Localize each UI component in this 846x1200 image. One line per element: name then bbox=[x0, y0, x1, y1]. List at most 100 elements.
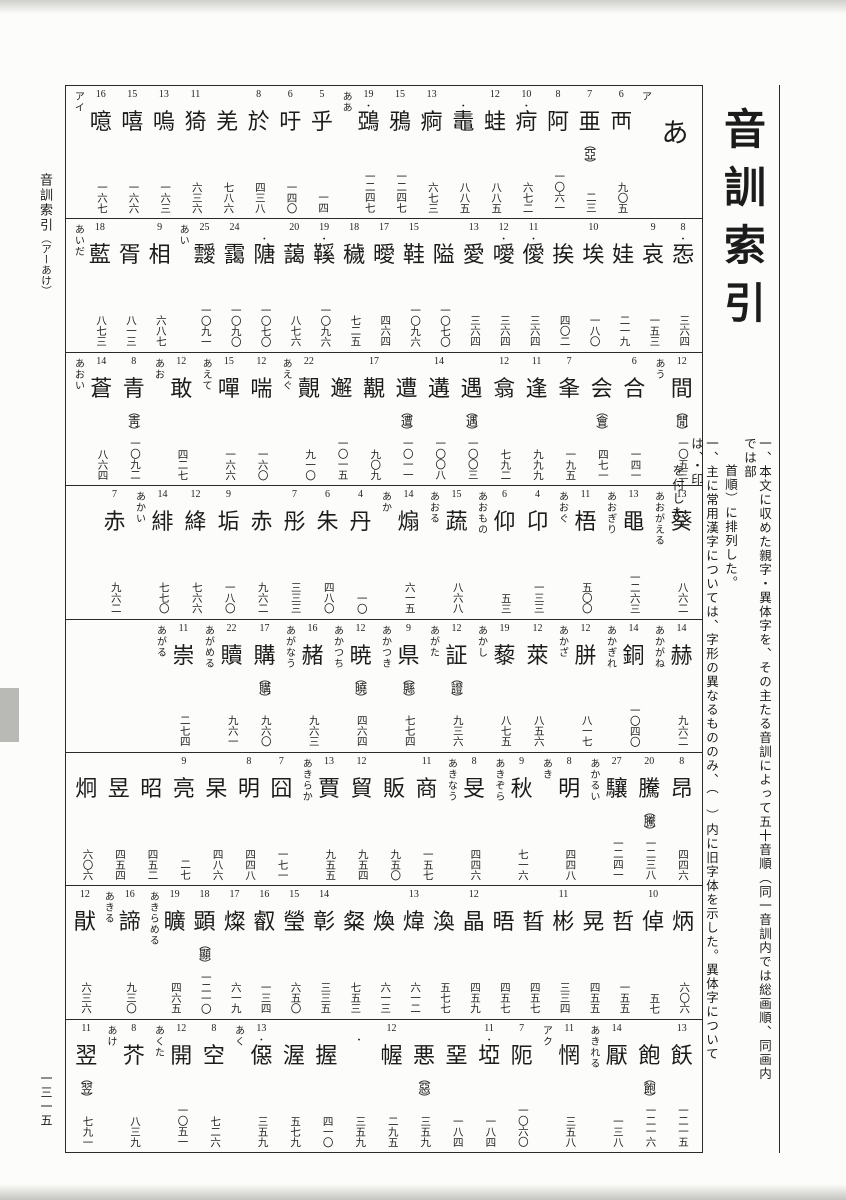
reading-label: アイ bbox=[70, 86, 85, 218]
stroke-count: 8 bbox=[680, 222, 686, 234]
index-entry: 粲七五三 bbox=[339, 886, 369, 1018]
index-entry: 7 彤三三三 bbox=[278, 486, 311, 618]
index-entry: 8 阿一〇六一 bbox=[542, 86, 574, 218]
index-entry: 12 胼八一七 bbox=[569, 620, 602, 752]
entry-kanji: 葵 bbox=[670, 509, 693, 535]
entry-page: 六〇六 bbox=[81, 848, 93, 881]
entry-page: 一四 bbox=[317, 192, 329, 214]
page-title: 音訓索引 bbox=[717, 107, 764, 339]
index-entry: 邂一〇一五 bbox=[325, 353, 358, 485]
reading-text: あえぐ bbox=[280, 357, 292, 391]
index-entry: 12 敢四二七 bbox=[165, 353, 198, 485]
index-entry: 9 相六八七 bbox=[145, 219, 175, 351]
stroke-count: 15 bbox=[408, 222, 419, 234]
index-entry: 12 ・噯三六四 bbox=[489, 219, 519, 351]
index-entry: 13 葵八六二 bbox=[665, 486, 698, 618]
entry-page: 一二一六 bbox=[644, 1105, 656, 1147]
stroke-count: 8 bbox=[131, 355, 137, 367]
stroke-count: 11 bbox=[580, 489, 591, 501]
entry-page: 三五九 bbox=[256, 1115, 268, 1148]
old-form: ︵購︶ bbox=[257, 671, 272, 702]
stroke-count: 12 bbox=[176, 355, 187, 367]
index-entry: 10 ・疴六七二 bbox=[511, 86, 543, 218]
stroke-count: 12 bbox=[256, 355, 267, 367]
entry-kanji: 空 bbox=[202, 1042, 225, 1068]
stroke-count: 12 bbox=[580, 622, 591, 634]
entry-kanji: 僫 bbox=[250, 1042, 273, 1068]
entry-kanji: 藜 bbox=[493, 642, 516, 668]
stroke-count: 25 bbox=[199, 222, 210, 234]
entry-page: 八七三 bbox=[95, 315, 107, 347]
entry-page: 九六二 bbox=[256, 582, 268, 614]
usage-notes: 一、本文に収めた親字・異体字を、その主たる音訓によって五十音順（同一音訓内では総… bbox=[669, 437, 771, 1087]
stroke-count: 13 bbox=[408, 889, 419, 901]
entry-kanji: 鞵 bbox=[313, 242, 336, 268]
entry-kanji: 垢 bbox=[217, 509, 240, 535]
entry-page: 一六三 bbox=[159, 181, 171, 214]
entry-kanji: 販 bbox=[383, 775, 406, 801]
index-entry: 8 空七二六 bbox=[198, 1020, 231, 1152]
index-entry: 27 驤一二四一 bbox=[600, 753, 633, 885]
entry-page: 七八六 bbox=[222, 181, 234, 214]
reading-text: あかぎれ bbox=[604, 624, 616, 669]
sidebar-range: （アーあけ） bbox=[40, 233, 51, 296]
entry-page: 五七 bbox=[648, 992, 660, 1014]
entry-page: 三三五 bbox=[319, 982, 331, 1014]
entry-page: 八八五 bbox=[490, 181, 502, 214]
old-form: ︵飽︶ bbox=[642, 1071, 657, 1102]
entry-kanji: 銅 bbox=[622, 642, 645, 668]
entry-kanji: 昂 bbox=[670, 775, 693, 801]
entry-page: 四四六 bbox=[676, 848, 688, 881]
reading-label: あがなう bbox=[281, 620, 296, 752]
reading-text: あがる bbox=[154, 624, 166, 658]
index-entry: 11 ・埡一八四 bbox=[473, 1020, 506, 1152]
entry-kanji: 炳 bbox=[672, 909, 695, 935]
entry-kanji: 噫 bbox=[89, 109, 112, 134]
stroke-count: 9 bbox=[519, 755, 525, 767]
entry-page: 七五三 bbox=[349, 982, 361, 1014]
entry-kanji: 飽 bbox=[638, 1042, 661, 1068]
stroke-count: 9 bbox=[406, 622, 411, 634]
index-entry: 10 埃一八〇 bbox=[578, 219, 608, 351]
entry-kanji: 黽 bbox=[622, 509, 645, 535]
stroke-count: 16 bbox=[307, 622, 318, 634]
index-entry: 7 囧一七一 bbox=[265, 753, 298, 885]
reading-label: アク bbox=[538, 1020, 553, 1152]
entry-page: 四四六 bbox=[469, 848, 481, 881]
entry-kanji: 囧 bbox=[270, 775, 293, 801]
entry-kanji: 煥 bbox=[372, 909, 395, 935]
index-entry: 11 崇二七四 bbox=[167, 620, 200, 752]
old-form: ︵會︶ bbox=[594, 404, 609, 435]
entry-page: 一〇〇八 bbox=[434, 438, 446, 481]
stroke-count: 9 bbox=[157, 222, 163, 234]
variant-dot: ・ bbox=[363, 101, 373, 111]
entry-page: 九〇九 bbox=[369, 448, 381, 481]
entry-kanji: 仰 bbox=[493, 509, 516, 535]
stroke-count: 11 bbox=[528, 222, 539, 234]
stroke-count: 13 bbox=[468, 222, 479, 234]
index-entry: 8 旻四四六 bbox=[458, 753, 491, 885]
entry-kanji: 鼃 bbox=[452, 109, 475, 134]
entry-page: 二一九 bbox=[618, 315, 630, 347]
entry-kanji: 亜 bbox=[578, 109, 601, 134]
entry-kanji: 噯 bbox=[492, 242, 515, 268]
index-entry: 渥五七九 bbox=[278, 1020, 311, 1152]
entry-page: 四五五 bbox=[588, 982, 600, 1014]
stroke-count: 13 bbox=[323, 755, 334, 767]
entry-page: 二三 bbox=[584, 192, 596, 214]
entry-kanji: 飫 bbox=[670, 1042, 693, 1068]
entry-page: 九六〇 bbox=[259, 715, 271, 747]
entry-kanji: 覿 bbox=[297, 375, 320, 401]
reading-label: あかつち bbox=[329, 620, 344, 752]
entry-kanji: 諦 bbox=[118, 909, 141, 935]
entry-page: 四五四 bbox=[114, 848, 126, 881]
entry-kanji: 賈 bbox=[317, 775, 340, 801]
reading-label: あかい bbox=[131, 486, 146, 618]
old-form: ︵翌︶ bbox=[79, 1071, 94, 1102]
index-entry: 会 ︵會︶ 四七一 bbox=[585, 353, 618, 485]
entry-kanji: 青 bbox=[122, 375, 145, 401]
entry-page: 一二四七 bbox=[363, 171, 375, 214]
entry-page: 九六二 bbox=[676, 715, 688, 747]
entry-kanji: 芥 bbox=[122, 1042, 145, 1068]
reading-label: ああ bbox=[338, 86, 353, 218]
